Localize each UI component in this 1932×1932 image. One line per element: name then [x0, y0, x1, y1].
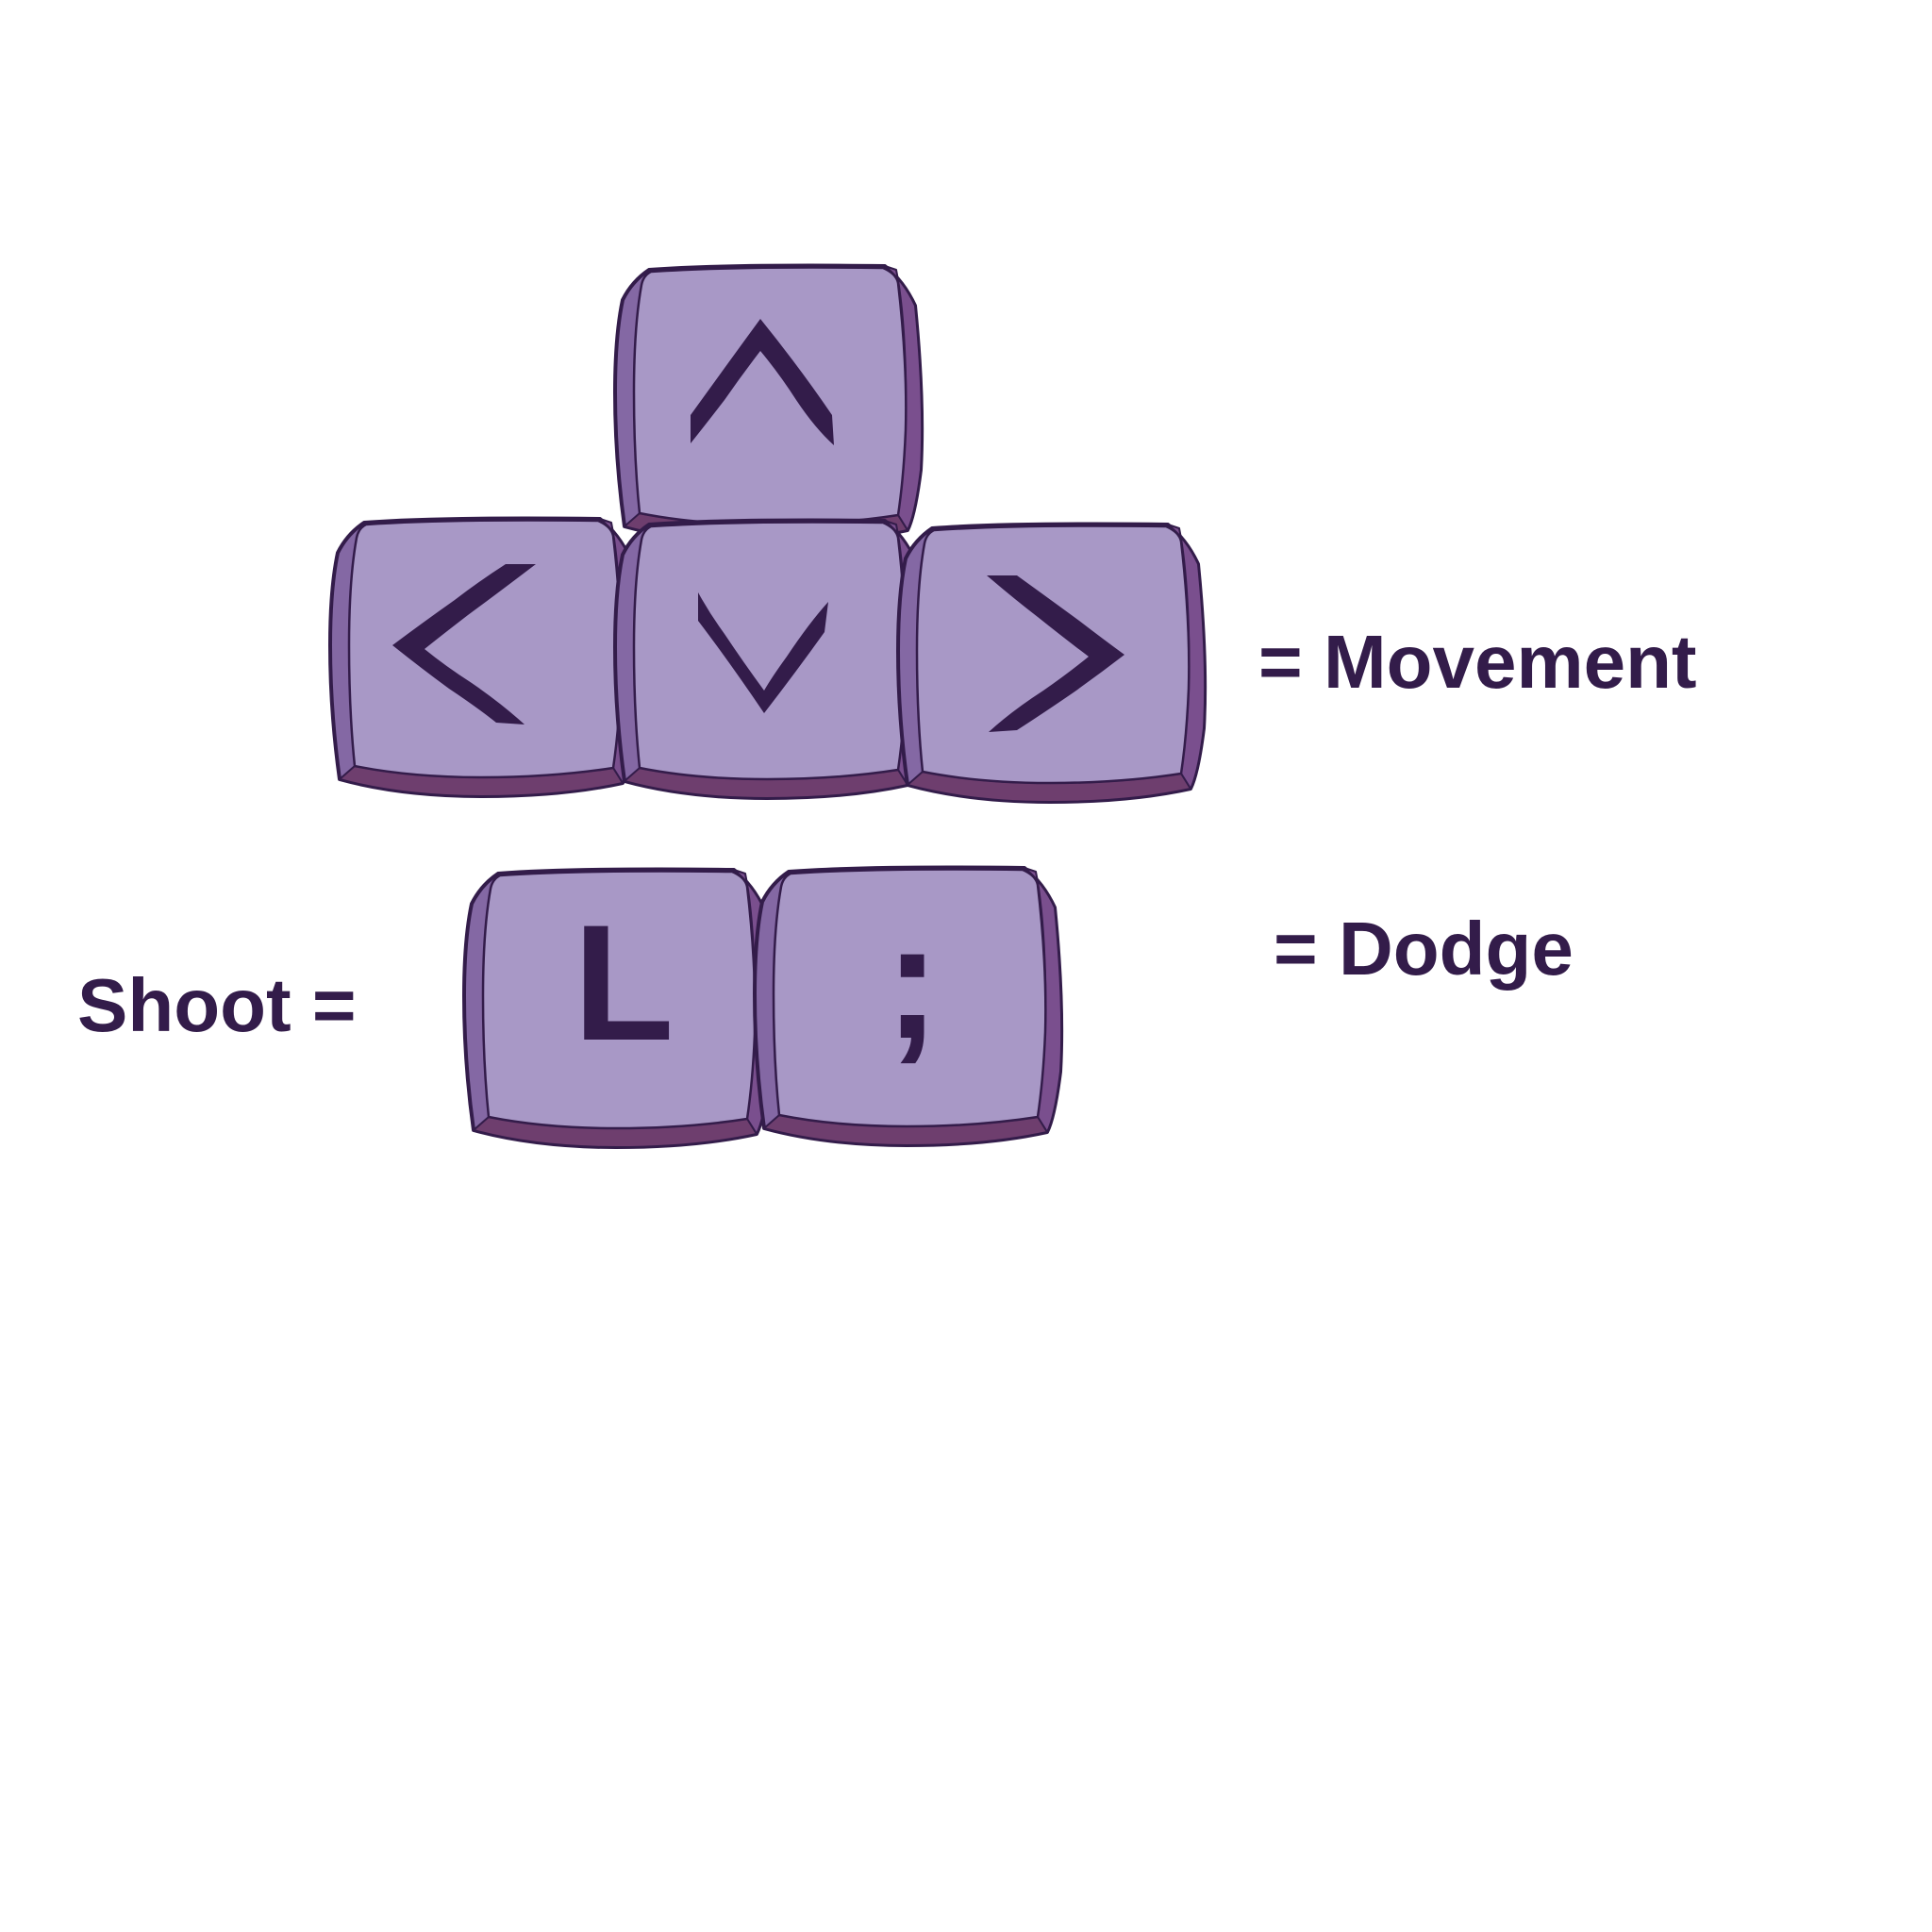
caret-left-icon — [392, 564, 536, 724]
keycap-body — [328, 516, 640, 798]
key-l[interactable]: L — [460, 855, 774, 1149]
key-semicolon[interactable]: ; — [751, 853, 1064, 1147]
key-right[interactable] — [894, 509, 1208, 804]
shoot-label: Shoot = — [77, 963, 357, 1047]
dodge-label: = Dodge — [1274, 907, 1574, 991]
keycap-body — [896, 522, 1208, 804]
key-l-char: L — [573, 891, 675, 1075]
caret-down-icon — [698, 592, 828, 713]
key-left[interactable] — [326, 504, 640, 798]
keycap-body — [613, 263, 924, 545]
key-up[interactable] — [611, 251, 924, 545]
key-semicolon-char: ; — [884, 889, 941, 1074]
keycap-body — [613, 518, 924, 800]
movement-label: = Movement — [1258, 620, 1697, 704]
caret-right-icon — [987, 575, 1124, 732]
key-down[interactable] — [611, 506, 924, 800]
caret-up-icon — [691, 319, 834, 445]
